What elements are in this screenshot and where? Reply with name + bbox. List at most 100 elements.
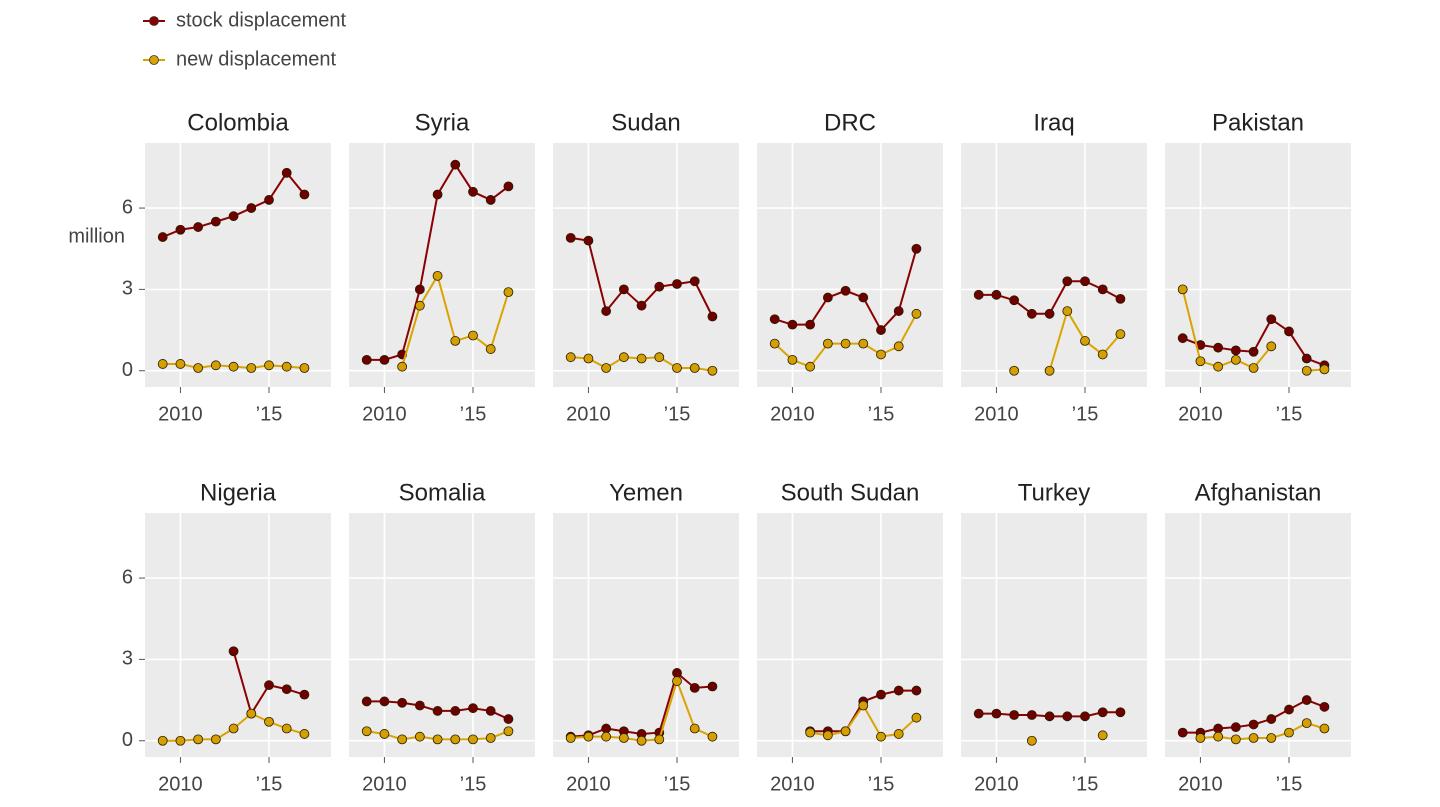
data-point xyxy=(672,363,682,373)
data-point xyxy=(210,360,221,371)
x-tick-label: ’15 xyxy=(664,403,691,425)
data-point xyxy=(1266,341,1277,352)
data-point xyxy=(1301,695,1312,705)
data-point xyxy=(1284,704,1294,715)
data-point xyxy=(973,708,984,719)
panel-background xyxy=(145,143,331,387)
data-point xyxy=(299,729,310,739)
data-point xyxy=(1080,711,1090,722)
data-point xyxy=(414,300,425,311)
data-point xyxy=(601,731,612,742)
x-tick-label: ’15 xyxy=(1276,403,1303,425)
data-point xyxy=(1115,329,1126,340)
panel-title: Syria xyxy=(415,109,470,136)
x-tick-label: ’15 xyxy=(460,403,487,425)
data-point xyxy=(1026,710,1037,720)
data-point xyxy=(876,325,886,335)
data-point xyxy=(397,734,408,745)
data-point xyxy=(707,681,718,692)
data-point xyxy=(840,338,851,349)
data-point xyxy=(246,203,257,213)
data-point xyxy=(432,706,443,716)
data-point xyxy=(618,284,629,295)
data-point xyxy=(893,306,904,316)
data-point xyxy=(805,727,816,738)
data-point xyxy=(264,680,274,691)
panel-title: Yemen xyxy=(609,479,683,506)
y-tick-label: 6 xyxy=(122,566,133,588)
x-tick-label: 2010 xyxy=(770,403,815,425)
data-point xyxy=(689,276,700,287)
data-point xyxy=(769,314,780,325)
data-point xyxy=(1062,276,1073,287)
data-point xyxy=(432,189,443,200)
data-point xyxy=(1044,711,1055,722)
data-point xyxy=(157,232,168,242)
data-point xyxy=(1213,731,1224,742)
data-point xyxy=(503,181,514,192)
panel-background xyxy=(961,143,1147,387)
x-tick-label: 2010 xyxy=(362,773,407,795)
data-point xyxy=(1009,295,1020,306)
data-point xyxy=(1266,714,1277,724)
data-point xyxy=(210,216,221,227)
data-point xyxy=(672,676,682,686)
data-point xyxy=(1248,733,1259,743)
data-point xyxy=(1319,364,1330,375)
data-point xyxy=(672,279,682,289)
data-point xyxy=(157,735,168,746)
data-point xyxy=(1301,718,1312,729)
data-point xyxy=(689,682,700,693)
data-point xyxy=(1213,361,1224,372)
legend-marker xyxy=(149,16,159,26)
data-point xyxy=(246,708,257,719)
data-point xyxy=(379,696,390,707)
x-tick-label: 2010 xyxy=(158,403,203,425)
data-point xyxy=(157,359,168,369)
data-point xyxy=(299,689,310,700)
data-point xyxy=(876,349,886,360)
data-point xyxy=(1195,356,1206,367)
data-point xyxy=(485,344,496,354)
data-point xyxy=(503,726,514,737)
data-point xyxy=(787,319,798,330)
data-point xyxy=(397,361,408,372)
panel-title: Somalia xyxy=(399,479,486,506)
x-tick-label: ’15 xyxy=(460,773,487,795)
panel-background xyxy=(553,513,739,757)
data-point xyxy=(876,689,886,700)
data-point xyxy=(175,735,186,746)
data-point xyxy=(299,363,310,373)
x-tick-label: 2010 xyxy=(974,403,1019,425)
data-point xyxy=(264,716,274,727)
data-point xyxy=(911,243,922,254)
data-point xyxy=(973,289,984,300)
legend-label: stock displacement xyxy=(176,9,347,31)
data-point xyxy=(1009,710,1020,720)
data-point xyxy=(1319,701,1330,712)
panel-title: DRC xyxy=(824,109,876,136)
x-tick-label: 2010 xyxy=(770,773,815,795)
panel-title: South Sudan xyxy=(781,479,920,506)
data-point xyxy=(1230,345,1241,356)
data-point xyxy=(228,723,239,734)
data-point xyxy=(1115,293,1126,304)
x-tick-label: ’15 xyxy=(1276,773,1303,795)
data-point xyxy=(1177,284,1188,295)
data-point xyxy=(1177,727,1188,738)
data-point xyxy=(876,731,886,742)
y-tick-label: 6 xyxy=(122,196,133,218)
data-point xyxy=(991,289,1002,300)
x-tick-label: ’15 xyxy=(664,773,691,795)
data-point xyxy=(654,734,665,745)
data-point xyxy=(1080,276,1090,287)
data-point xyxy=(1213,342,1224,353)
panel-title: Turkey xyxy=(1018,479,1090,506)
data-point xyxy=(565,352,576,363)
data-point xyxy=(432,270,443,281)
data-point xyxy=(1177,333,1188,344)
data-point xyxy=(1044,365,1055,376)
data-point xyxy=(1301,365,1312,376)
data-point xyxy=(468,734,478,745)
